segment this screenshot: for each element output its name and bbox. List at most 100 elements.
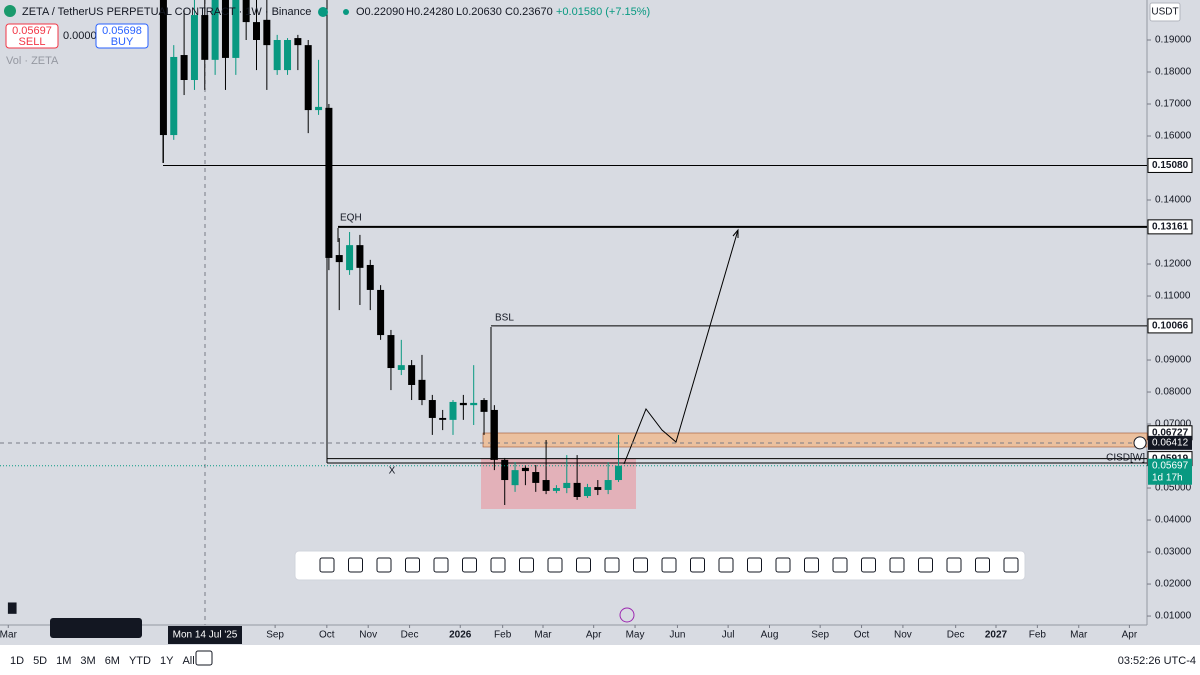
tool-icon[interactable] (775, 557, 791, 573)
candle-body (201, 15, 209, 60)
level-price-label: 0.06727 (1152, 427, 1189, 438)
tool-icon[interactable] (747, 557, 762, 573)
candle-body (614, 465, 622, 481)
candle-body (480, 400, 488, 412)
footer: 03:52:26 UTC-4 1D 5D 1M 3M 6M YTD 1Y All (10, 650, 1196, 667)
candle-body (470, 402, 478, 406)
x-tick-label: Apr (1122, 630, 1138, 641)
level-price-box (1147, 318, 1193, 334)
range-button[interactable]: 1Y (160, 655, 174, 667)
tool-icon[interactable] (462, 557, 477, 573)
currency-button[interactable] (1149, 2, 1181, 22)
candle-body (604, 480, 612, 490)
candle-body (335, 255, 343, 263)
tool-icon[interactable] (889, 557, 905, 573)
tool-icon[interactable] (633, 557, 648, 573)
tool-icon[interactable] (946, 557, 962, 573)
tool-icon[interactable] (490, 557, 506, 573)
x-tick-label: Dec (947, 630, 965, 641)
sell-label[interactable]: SELL (19, 36, 46, 48)
y-tick-label: 0.14000 (1155, 195, 1192, 206)
tool-icon[interactable] (1003, 557, 1019, 573)
tool-icon[interactable] (832, 557, 848, 573)
candle-body (521, 467, 529, 472)
tool-icon[interactable] (604, 557, 620, 573)
range-button[interactable]: All (182, 655, 194, 667)
range-button[interactable]: 3M (80, 655, 95, 667)
tool-icon[interactable] (804, 557, 819, 573)
y-tick-label: 0.04000 (1155, 515, 1192, 526)
candle-body (366, 264, 374, 290)
tool-icon[interactable] (918, 557, 933, 573)
candle-body (221, 0, 229, 58)
date-range-icon[interactable] (195, 650, 213, 666)
candle-body (459, 402, 467, 406)
tool-icon[interactable] (690, 557, 705, 573)
market-dot (318, 7, 328, 17)
candle-body (511, 470, 519, 486)
screenshot-tools[interactable] (50, 618, 142, 638)
ohlc-high: H0.24280 (406, 6, 454, 18)
tool-icon[interactable] (405, 557, 420, 573)
candle-body (180, 55, 188, 81)
tool-icon[interactable] (319, 557, 335, 573)
tool-icon[interactable] (576, 557, 591, 573)
tool-icon[interactable] (718, 557, 734, 573)
candle-body (501, 459, 509, 481)
tool-icon[interactable] (661, 557, 677, 573)
x-tick-label: Mar (0, 630, 18, 641)
plot: EQH BSL X CISD[W] (0, 0, 1147, 505)
annotation: X (389, 466, 396, 477)
y-tick-label: 0.12000 (1155, 259, 1192, 270)
tool-icon[interactable] (433, 557, 449, 573)
sell-button[interactable] (5, 23, 59, 49)
candle-body (252, 22, 260, 41)
y-tick-label: 0.19000 (1155, 35, 1192, 46)
candle-body (242, 0, 250, 23)
candle-body (377, 289, 385, 336)
x-tick-label: Mar (1070, 630, 1088, 641)
event-icon[interactable] (619, 607, 635, 623)
buy-label[interactable]: BUY (111, 36, 134, 48)
candle-body (408, 365, 416, 385)
x-tick-label: Jun (669, 630, 685, 641)
buy-price[interactable]: 0.05698 (102, 25, 142, 37)
clock: 03:52:26 UTC-4 (1118, 655, 1196, 667)
candle-body (346, 245, 354, 271)
range-button[interactable]: YTD (129, 655, 151, 667)
candle-body (263, 19, 271, 46)
currency[interactable]: USDT (1151, 7, 1178, 18)
range-button[interactable]: 1D (10, 655, 24, 667)
tool-icon[interactable] (376, 557, 392, 573)
crosshair-date: Mon 14 Jul '25 (173, 630, 238, 641)
candle-body (273, 40, 281, 71)
candle-body (573, 482, 581, 497)
range-button[interactable]: 6M (105, 655, 120, 667)
y-tick-label: 0.16000 (1155, 131, 1192, 142)
add-alert[interactable] (1133, 436, 1147, 450)
buy-button[interactable] (95, 23, 149, 49)
candle-body (284, 40, 292, 71)
tool-icon[interactable] (547, 557, 563, 573)
level-price-label: 0.13161 (1152, 222, 1189, 233)
range-button[interactable]: 1M (56, 655, 71, 667)
x-tick-label: Oct (854, 630, 870, 641)
y-tick-label: 0.03000 (1155, 547, 1192, 558)
time-axis-bg (0, 625, 1147, 645)
logo: ▇ (7, 602, 17, 614)
y-tick-label: 0.18000 (1155, 67, 1192, 78)
range-button[interactable]: 5D (33, 655, 47, 667)
x-tick-label: Dec (401, 630, 419, 641)
x-tick-label: Sep (266, 630, 284, 641)
sell-price[interactable]: 0.05697 (12, 25, 52, 37)
candle-body (304, 45, 312, 111)
x-tick-label: Jul (722, 630, 735, 641)
last-price: 0.05697 (1152, 460, 1189, 471)
tool-icon[interactable] (348, 557, 363, 573)
toolbar (294, 550, 1026, 581)
candle-body (190, 15, 198, 81)
tool-icon[interactable] (861, 557, 876, 573)
tool-icon[interactable] (519, 557, 534, 573)
tool-icon[interactable] (975, 557, 990, 573)
